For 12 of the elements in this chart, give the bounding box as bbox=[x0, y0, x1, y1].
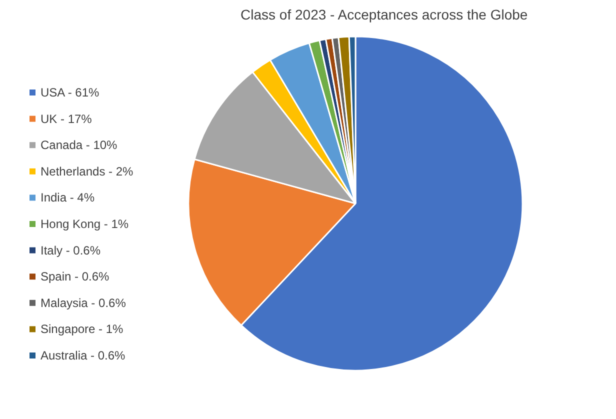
legend-label: UK - 17% bbox=[40, 112, 92, 126]
legend-label: USA - 61% bbox=[40, 86, 100, 100]
legend-label: Australia - 0.6% bbox=[40, 348, 126, 362]
legend-label: Spain - 0.6% bbox=[40, 270, 110, 284]
legend-label: Hong Kong - 1% bbox=[40, 217, 129, 231]
legend-label: Singapore - 1% bbox=[40, 322, 124, 336]
chart-title: Class of 2023 - Acceptances across the Globe bbox=[240, 6, 528, 22]
legend-label: India - 4% bbox=[40, 190, 95, 205]
legend-label: Italy - 0.6% bbox=[40, 243, 101, 258]
legend-label: Malaysia - 0.6% bbox=[40, 296, 126, 310]
legend-label: Netherlands - 2% bbox=[40, 164, 134, 178]
legend-label: Canada - 10% bbox=[40, 138, 118, 152]
